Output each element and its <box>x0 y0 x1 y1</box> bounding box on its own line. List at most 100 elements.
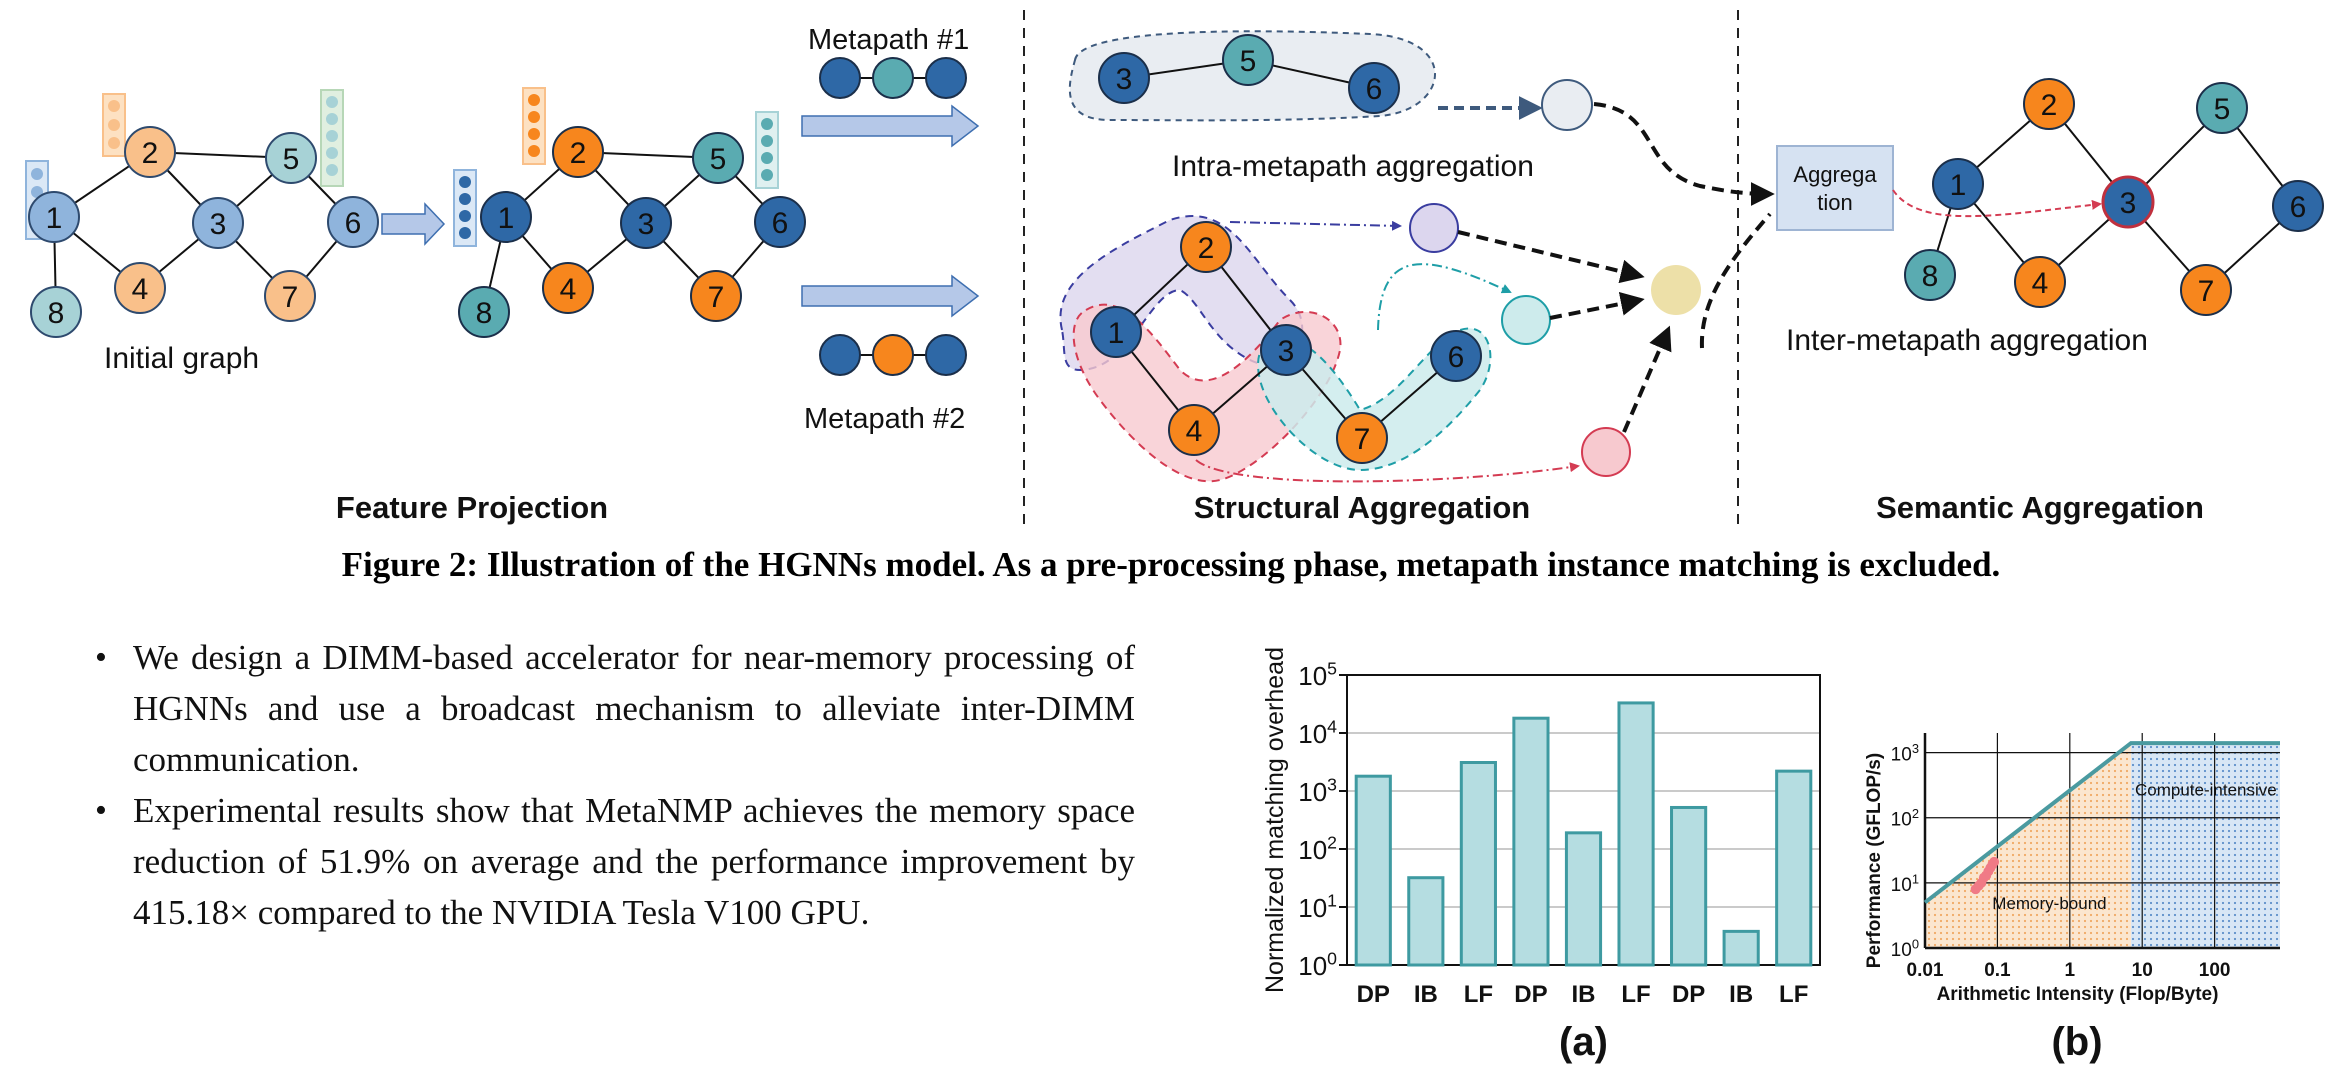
struct-node-6 <box>1430 330 1482 382</box>
graph-node-6 <box>327 196 379 248</box>
proj-node-2 <box>552 126 604 178</box>
chart-a: 100 101 102 103 104 105 DP IB LF DP IB LF DP IB LF Norm… <box>1261 647 1821 1064</box>
struct-node-1 <box>1090 306 1142 358</box>
bullet-item: Experimental results show that MetaNMP a… <box>95 785 1135 938</box>
chart-a-xtick-label: LF <box>1464 981 1493 1008</box>
aggregation-box <box>1776 145 1894 231</box>
aggregated-result-node <box>1651 265 1701 315</box>
contribution-list: We design a DIMM-based accelerator for n… <box>95 632 1135 938</box>
chart-a-bar <box>1407 876 1445 967</box>
intra-node-6 <box>1348 62 1400 114</box>
instance-result-red <box>1581 427 1631 477</box>
initial-graph-label: Initial graph <box>104 342 259 375</box>
struct-node-2 <box>1180 221 1232 273</box>
graph-node-7 <box>264 270 316 322</box>
metapath-legend: Metapath #1 Metapath #2 <box>801 24 980 435</box>
struct-node-label-4: 4 <box>1186 415 1203 448</box>
node-label-2: 2 <box>142 137 159 170</box>
node-label-1: 1 <box>46 202 63 235</box>
chart-b-point <box>1989 856 2000 867</box>
proj-node-label-7: 7 <box>708 281 725 314</box>
projected-graph: 1 2 3 4 5 6 7 8 <box>453 87 806 338</box>
chart-a-bar <box>1722 929 1760 967</box>
intra-node-label-5: 5 <box>1240 45 1257 78</box>
chart-b-xtick-label: 0.01 <box>1907 960 1944 981</box>
chart-a-ytick-label: 100 <box>1298 949 1337 981</box>
graph-node-5 <box>265 132 317 184</box>
sem-node-8 <box>1904 249 1956 301</box>
node-label-7: 7 <box>282 281 299 314</box>
chart-a-xtick-label: IB <box>1414 981 1438 1008</box>
sem-node-6 <box>2272 180 2324 232</box>
aggregation-box-line1: Aggrega <box>1793 162 1877 187</box>
sem-node-label-2: 2 <box>2041 89 2058 122</box>
node-label-6: 6 <box>345 207 362 240</box>
chart-a-bar <box>1775 769 1813 967</box>
proj-node-label-3: 3 <box>638 208 655 241</box>
graph-node-4 <box>114 262 166 314</box>
node-label-8: 8 <box>48 297 65 330</box>
chart-a-bar <box>1512 716 1550 967</box>
chart-a-ytick-label: 103 <box>1298 775 1337 807</box>
struct-node-label-7: 7 <box>1354 423 1371 456</box>
node-label-3: 3 <box>210 208 227 241</box>
proj-node-3 <box>620 197 672 249</box>
structural-aggregation: 3 5 6 Intra-metapath aggregation 1 2 3 4 <box>1059 30 1775 483</box>
proj-node-label-8: 8 <box>476 297 493 330</box>
chart-b-xtick-label: 100 <box>2199 960 2231 981</box>
chart-b-ytick-label: 100 <box>1891 936 1919 961</box>
chart-a-bar <box>1564 831 1603 967</box>
chart-a-xtick-label: IB <box>1572 981 1596 1008</box>
proj-node-8 <box>458 286 510 338</box>
graph-node-8 <box>30 286 82 338</box>
chart-b-ytick-label: 102 <box>1891 806 1919 831</box>
chart-a-xtick-label: DP <box>1357 981 1390 1008</box>
projected-vector-node2 <box>522 87 546 165</box>
projection-arrow-icon <box>381 202 446 246</box>
proj-node-label-1: 1 <box>498 202 515 235</box>
intra-node-label-3: 3 <box>1116 63 1133 96</box>
projected-vector-node5 <box>755 111 779 189</box>
sem-node-label-7: 7 <box>2198 275 2215 308</box>
chart-b-ylabel: Performance (GFLOP/s) <box>1864 753 1885 968</box>
feature-vector-node5 <box>320 89 344 187</box>
node-label-5: 5 <box>283 143 300 176</box>
metapath2-label: Metapath #2 <box>804 403 965 435</box>
chart-b-xtick-label: 0.1 <box>1984 960 2011 981</box>
sem-node-1 <box>1932 158 1984 210</box>
intra-node-label-6: 6 <box>1366 73 1383 106</box>
aggregation-box-line2: tion <box>1817 190 1852 215</box>
metapath2-arrow-icon <box>801 274 980 318</box>
inter-label: Inter-metapath aggregation <box>1786 324 2148 357</box>
sem-node-7 <box>2180 264 2232 316</box>
bullet-item: We design a DIMM-based accelerator for n… <box>95 632 1135 785</box>
graph-node-3 <box>192 197 244 249</box>
chart-a-bar <box>1459 761 1497 967</box>
section-title-feature-projection: Feature Projection <box>336 490 608 525</box>
proj-node-7 <box>690 270 742 322</box>
section-title-semantic-aggregation: Semantic Aggregation <box>1876 490 2204 525</box>
struct-node-label-6: 6 <box>1448 341 1465 374</box>
proj-node-5 <box>692 132 744 184</box>
intra-result-node <box>1541 79 1593 131</box>
sem-node-5 <box>2196 82 2248 134</box>
chart-a-bar <box>1354 774 1392 967</box>
semantic-aggregation: Aggrega tion 1 2 3 4 5 6 <box>1776 78 2324 357</box>
chart-b-xtick-label: 10 <box>2132 960 2153 981</box>
chart-a-ylabel: Normalized matching overhead <box>1261 647 1289 993</box>
intra-label: Intra-metapath aggregation <box>1172 150 1534 183</box>
proj-node-4 <box>542 262 594 314</box>
sem-node-label-6: 6 <box>2290 191 2307 224</box>
proj-node-label-2: 2 <box>570 137 587 170</box>
chart-a-ytick-label: 104 <box>1298 717 1337 749</box>
chart-a-ytick-label: 101 <box>1298 891 1337 923</box>
projected-vector-node1 <box>453 169 477 247</box>
chart-b-panel-label: (b) <box>2051 1020 2102 1064</box>
chart-a-bar <box>1617 701 1655 967</box>
section-title-structural-aggregation: Structural Aggregation <box>1194 490 1530 525</box>
sem-node-label-5: 5 <box>2214 93 2231 126</box>
initial-graph: 1 2 3 4 5 6 7 8 Initial graph <box>25 89 379 375</box>
proj-node-label-5: 5 <box>710 143 727 176</box>
metapath1-label: Metapath #1 <box>808 24 969 56</box>
